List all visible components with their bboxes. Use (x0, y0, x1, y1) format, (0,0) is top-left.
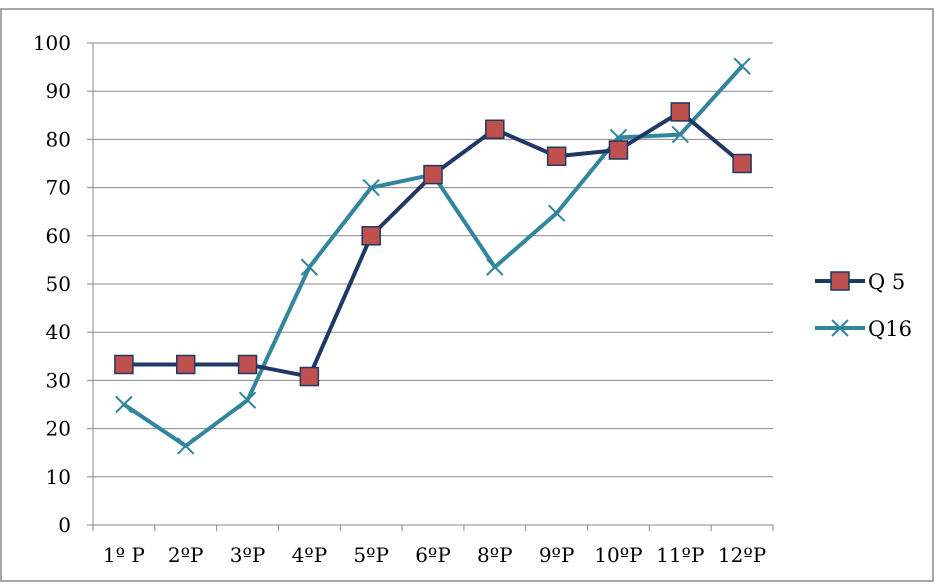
legend-label: Q16 (868, 317, 912, 341)
y-tick-label: 40 (46, 320, 71, 344)
legend-item: Q16 (815, 317, 912, 341)
x-tick-label: 2ºP (168, 543, 204, 567)
data-point-x (547, 204, 566, 222)
data-point-x (362, 178, 380, 197)
data-point-x (177, 437, 195, 455)
x-tick-label: 3ºP (230, 543, 266, 567)
data-point-square (485, 119, 505, 140)
x-axis-tick-labels: 1º P 2ºP 3ºP 4ºP 5ºP 6ºP 8ºP 9ºP 10ºP 11ºP 12ºP (103, 543, 766, 567)
data-point-square (114, 354, 134, 375)
chart-border (0, 8, 934, 582)
data-point-x (486, 258, 504, 276)
x-tick-label: 4ºP (292, 543, 328, 567)
y-tick-label: 0 (58, 513, 71, 537)
x-tick-label: 1º P (103, 543, 145, 567)
data-point-square (237, 354, 258, 375)
x-tick-label: 6ºP (415, 543, 451, 567)
x-tick-label: 10ºP (594, 543, 642, 567)
data-point-square (361, 226, 381, 246)
data-point-square (299, 366, 320, 387)
legend-marker-x (831, 319, 849, 337)
x-tick-label: 12ºP (718, 543, 766, 567)
legend-item: Q 5 (815, 270, 905, 294)
data-point-square (732, 153, 752, 174)
data-point-square (546, 146, 567, 167)
data-point-x (671, 125, 689, 144)
y-tick-label: 80 (46, 127, 71, 151)
y-tick-label: 30 (46, 368, 71, 392)
data-point-x (238, 391, 257, 409)
x-tick-label: 5ºP (353, 543, 389, 567)
x-tick-label: 11ºP (656, 543, 704, 567)
data-point-x (300, 258, 319, 276)
axes (87, 42, 774, 531)
data-point-square (608, 140, 629, 160)
y-tick-label: 100 (33, 31, 71, 55)
y-axis-tick-labels: 0 10 20 30 40 50 60 70 80 90 100 (33, 31, 71, 537)
y-tick-label: 70 (46, 176, 71, 200)
data-point-square (175, 354, 196, 375)
y-tick-label: 10 (46, 465, 71, 489)
x-tick-label: 9ºP (539, 543, 575, 567)
data-point-square (423, 164, 443, 185)
x-tick-label: 8ºP (477, 543, 513, 567)
legend: Q 5 Q16 (815, 270, 912, 341)
data-point-square (670, 102, 691, 122)
legend-label: Q 5 (868, 270, 905, 294)
legend-marker-square (830, 271, 850, 291)
y-tick-label: 50 (46, 272, 71, 296)
data-point-x (115, 395, 133, 414)
data-point-x (733, 57, 751, 75)
y-tick-label: 90 (46, 79, 71, 103)
series (114, 57, 752, 455)
y-tick-label: 60 (46, 224, 71, 248)
y-tick-label: 20 (46, 417, 71, 441)
